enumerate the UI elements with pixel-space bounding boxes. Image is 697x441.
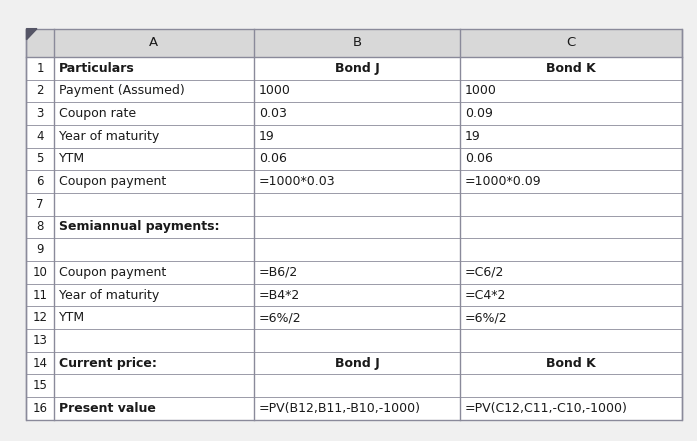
Text: =1000*0.09: =1000*0.09 bbox=[465, 175, 542, 188]
Text: Payment (Assumed): Payment (Assumed) bbox=[59, 84, 185, 97]
Text: 15: 15 bbox=[33, 379, 47, 392]
Text: =B6/2: =B6/2 bbox=[259, 266, 298, 279]
Text: =PV(B12,B11,-B10,-1000): =PV(B12,B11,-B10,-1000) bbox=[259, 402, 421, 415]
Text: Coupon payment: Coupon payment bbox=[59, 175, 166, 188]
Text: Bond J: Bond J bbox=[335, 62, 379, 75]
Text: YTM: YTM bbox=[59, 153, 85, 165]
Text: 6: 6 bbox=[36, 175, 44, 188]
Text: 0.09: 0.09 bbox=[465, 107, 493, 120]
Text: 3: 3 bbox=[36, 107, 44, 120]
Text: Bond K: Bond K bbox=[546, 357, 596, 370]
Text: =C4*2: =C4*2 bbox=[465, 288, 507, 302]
Text: =C6/2: =C6/2 bbox=[465, 266, 505, 279]
Text: 7: 7 bbox=[36, 198, 44, 211]
Bar bbox=[26, 29, 682, 420]
Text: 5: 5 bbox=[36, 153, 44, 165]
Text: 12: 12 bbox=[33, 311, 48, 324]
Text: Particulars: Particulars bbox=[59, 62, 135, 75]
Text: Present value: Present value bbox=[59, 402, 155, 415]
Text: 4: 4 bbox=[36, 130, 44, 143]
Text: 1000: 1000 bbox=[465, 84, 497, 97]
Text: 16: 16 bbox=[33, 402, 48, 415]
Text: 19: 19 bbox=[465, 130, 481, 143]
Text: Year of maturity: Year of maturity bbox=[59, 130, 159, 143]
Text: Coupon payment: Coupon payment bbox=[59, 266, 166, 279]
Text: 10: 10 bbox=[33, 266, 47, 279]
Text: B: B bbox=[353, 36, 362, 49]
Text: =B4*2: =B4*2 bbox=[259, 288, 300, 302]
Bar bbox=[26, 29, 682, 420]
Text: =PV(C12,C11,-C10,-1000): =PV(C12,C11,-C10,-1000) bbox=[465, 402, 628, 415]
Text: 14: 14 bbox=[33, 357, 48, 370]
Text: =6%/2: =6%/2 bbox=[259, 311, 301, 324]
Text: 8: 8 bbox=[36, 220, 44, 233]
Text: A: A bbox=[149, 36, 158, 49]
Text: Semiannual payments:: Semiannual payments: bbox=[59, 220, 220, 233]
Bar bbox=[26, 29, 682, 57]
Text: 1: 1 bbox=[36, 62, 44, 75]
Text: Current price:: Current price: bbox=[59, 357, 157, 370]
Text: 1000: 1000 bbox=[259, 84, 291, 97]
Text: Bond J: Bond J bbox=[335, 357, 379, 370]
Text: Bond K: Bond K bbox=[546, 62, 596, 75]
Text: 9: 9 bbox=[36, 243, 44, 256]
Text: =1000*0.03: =1000*0.03 bbox=[259, 175, 335, 188]
Text: =6%/2: =6%/2 bbox=[465, 311, 507, 324]
Text: 0.06: 0.06 bbox=[259, 153, 286, 165]
Text: 11: 11 bbox=[33, 288, 48, 302]
Text: 0.03: 0.03 bbox=[259, 107, 286, 120]
Text: YTM: YTM bbox=[59, 311, 85, 324]
Text: 0.06: 0.06 bbox=[465, 153, 493, 165]
Text: 2: 2 bbox=[36, 84, 44, 97]
Text: 13: 13 bbox=[33, 334, 47, 347]
Text: C: C bbox=[567, 36, 576, 49]
Text: Coupon rate: Coupon rate bbox=[59, 107, 136, 120]
Polygon shape bbox=[26, 29, 37, 40]
Text: 19: 19 bbox=[259, 130, 275, 143]
Text: Year of maturity: Year of maturity bbox=[59, 288, 159, 302]
